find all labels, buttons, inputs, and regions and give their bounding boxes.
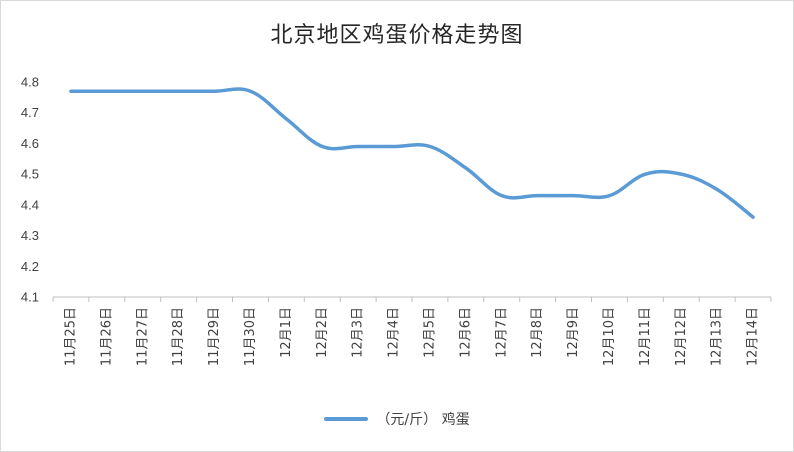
y-tick-label: 4.8 — [21, 75, 39, 90]
x-tick-label: 12月7日 — [494, 307, 509, 358]
x-tick-label: 12月8日 — [530, 307, 545, 358]
data-point — [679, 172, 683, 176]
data-point — [69, 89, 73, 93]
x-tick-label: 12月13日 — [710, 307, 725, 366]
x-tick-label: 11月25日 — [63, 307, 78, 366]
data-point — [751, 215, 755, 219]
data-point — [644, 172, 648, 176]
y-tick-label: 4.6 — [21, 136, 39, 151]
x-tick-label: 12月1日 — [279, 307, 294, 358]
x-tick-label: 11月29日 — [207, 307, 222, 366]
series-line-0 — [69, 87, 755, 219]
data-point — [285, 117, 289, 121]
x-tick-label: 12月2日 — [315, 307, 330, 358]
y-tick-label: 4.5 — [21, 167, 39, 182]
x-tick-label: 12月10日 — [602, 307, 617, 366]
y-tick-label: 4.1 — [21, 290, 39, 305]
x-tick-label: 12月9日 — [566, 307, 581, 358]
data-point — [572, 194, 576, 198]
data-point — [715, 188, 719, 192]
data-point — [356, 145, 360, 149]
data-point — [105, 89, 109, 93]
y-tick-label: 4.3 — [21, 228, 39, 243]
data-point — [536, 194, 540, 198]
data-point — [213, 89, 217, 93]
data-point — [249, 89, 253, 93]
y-tick-label: 4.4 — [21, 197, 39, 212]
data-point — [392, 145, 396, 149]
y-tick-label: 4.7 — [21, 105, 39, 120]
data-point — [320, 145, 324, 149]
x-tick-label: 12月14日 — [746, 307, 761, 366]
data-point — [141, 89, 145, 93]
x-tick-label: 12月4日 — [387, 307, 402, 358]
data-point — [428, 145, 432, 149]
x-tick-label: 12月6日 — [458, 307, 473, 358]
data-point — [464, 166, 468, 170]
legend: （元/斤） 鸡蛋 — [1, 409, 793, 429]
data-point — [177, 89, 181, 93]
legend-label: （元/斤） 鸡蛋 — [376, 412, 470, 428]
x-tick-label: 11月28日 — [171, 307, 186, 366]
x-tick-label: 11月30日 — [243, 307, 258, 366]
legend-swatch — [324, 417, 369, 421]
data-point — [608, 194, 612, 198]
data-point — [500, 194, 504, 198]
x-tick-label: 12月11日 — [638, 307, 653, 366]
x-tick-label: 12月3日 — [351, 307, 366, 358]
x-tick-label: 11月26日 — [99, 307, 114, 366]
chart-title: 北京地区鸡蛋价格走势图 — [270, 23, 524, 48]
x-tick-label: 12月12日 — [674, 307, 689, 366]
x-tick-label: 11月27日 — [135, 307, 150, 366]
y-tick-label: 4.2 — [21, 259, 39, 274]
x-tick-label: 12月5日 — [422, 307, 437, 358]
